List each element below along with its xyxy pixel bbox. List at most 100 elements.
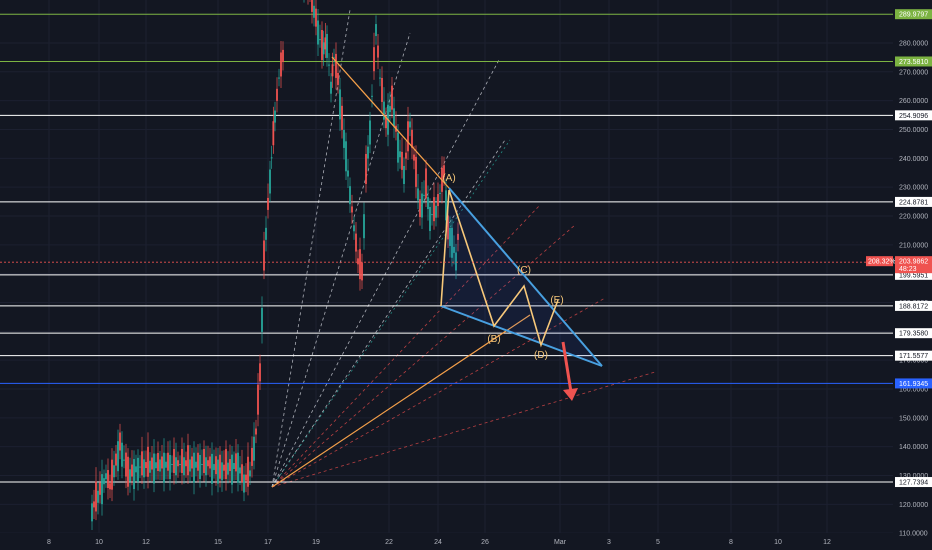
candle-body [413, 154, 415, 161]
y-tick-label: 260.0000 [899, 98, 928, 105]
y-tick-label: 120.0000 [899, 502, 928, 509]
candle-body [191, 456, 193, 469]
x-tick-label: Mar [554, 539, 567, 546]
candle-body [233, 463, 235, 470]
candle-body [401, 151, 403, 170]
fan-line [271, 57, 501, 488]
candle-body [193, 452, 195, 483]
fan-line [271, 139, 511, 488]
candle-body [351, 206, 353, 213]
candle-body [231, 454, 233, 485]
candle-body [181, 448, 183, 473]
candle-body [427, 197, 429, 210]
candle-body [385, 116, 387, 129]
candle-body [209, 456, 211, 469]
candle-body [169, 454, 171, 479]
candle-body [451, 227, 453, 258]
level-label: 224.8781 [899, 199, 928, 206]
candle-body [249, 470, 251, 477]
candle-body [173, 448, 175, 473]
candle-body [199, 454, 201, 479]
candle-body [171, 463, 173, 465]
candle-body [455, 252, 457, 271]
candle-body [345, 141, 347, 172]
candle-body [367, 146, 369, 159]
candle-body [421, 193, 423, 218]
candle-body [328, 64, 330, 66]
y-tick-label: 150.0000 [899, 415, 928, 422]
candle-body [415, 156, 417, 187]
time-axis[interactable]: 8 10 12 15 17 19 22 24 26 Mar 3 5 8 10 12 [47, 539, 831, 546]
countdown-label: 48:23 [899, 266, 917, 273]
candle-body [403, 165, 405, 184]
candle-body [425, 168, 427, 199]
level-label-tag [895, 110, 932, 121]
candle-body [201, 463, 203, 465]
candle-body [113, 465, 115, 478]
candle-body [213, 464, 215, 471]
candle-body [411, 129, 413, 148]
candle-body [409, 121, 411, 128]
candle-body [321, 29, 323, 60]
wave-label: (C) [517, 265, 531, 276]
candle-body [251, 447, 253, 466]
x-tick-label: 10 [95, 539, 103, 546]
candle-body [397, 132, 399, 163]
candle-body [143, 459, 145, 478]
wave-path [440, 189, 559, 348]
candle-body [319, 39, 321, 41]
candle-body [101, 474, 103, 505]
candle-body [278, 77, 280, 79]
candle-body [265, 227, 267, 240]
candle-body [389, 106, 391, 113]
change-label: 208.32% [868, 259, 896, 266]
candle-body [315, 8, 317, 27]
candle-body [379, 77, 381, 79]
x-tick-label: 19 [312, 539, 320, 546]
candle-body [391, 85, 393, 110]
candle-body [245, 474, 247, 481]
candle-body [447, 215, 449, 240]
candle-body [263, 240, 265, 271]
candle-body [429, 206, 431, 231]
x-tick-label: 15 [214, 539, 222, 546]
candle-body [115, 453, 117, 466]
candle-body [167, 452, 169, 471]
fan-line [271, 371, 656, 488]
level-label-tag [895, 269, 932, 280]
candle-body [109, 483, 111, 490]
wave-label: (D) [534, 350, 548, 361]
candle-body [313, 5, 315, 18]
level-label-tag [895, 56, 932, 67]
x-tick-label: 10 [774, 539, 782, 546]
fan-line [271, 139, 506, 488]
candle-body [185, 460, 187, 467]
candle-body [121, 442, 123, 467]
candle-body [227, 462, 229, 475]
x-tick-label: 24 [434, 539, 442, 546]
x-tick-label: 5 [656, 539, 660, 546]
candle-body [223, 464, 225, 471]
candle-body [225, 449, 227, 480]
triangle-fill [441, 188, 602, 366]
candle-body [203, 448, 205, 473]
y-tick-label: 110.0000 [899, 531, 928, 538]
candle-body [311, 0, 313, 12]
candle-body [363, 214, 365, 239]
candle-body [217, 459, 219, 484]
candle-body [141, 451, 143, 476]
candle-body [431, 214, 433, 216]
level-label: 127.7394 [899, 480, 928, 487]
candle-body [189, 459, 191, 472]
wave-label: (A) [442, 173, 455, 184]
candle-body [137, 457, 139, 482]
candle-body [417, 188, 419, 201]
level-label: 171.5577 [899, 353, 928, 360]
x-tick-label: 12 [142, 539, 150, 546]
candle-body [347, 170, 349, 177]
candle-body [357, 258, 359, 265]
price-series [91, 0, 459, 531]
y-tick-label: 140.0000 [899, 444, 928, 451]
current-price-tag [895, 256, 932, 274]
